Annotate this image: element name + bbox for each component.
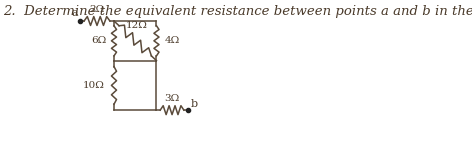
Text: 12Ω: 12Ω: [126, 21, 148, 30]
Text: 10Ω: 10Ω: [83, 81, 105, 90]
Text: 3Ω: 3Ω: [164, 94, 180, 103]
Text: 4Ω: 4Ω: [164, 36, 180, 45]
Text: a: a: [71, 8, 78, 18]
Text: 6Ω: 6Ω: [91, 36, 106, 45]
Text: 2.  Determine the equivalent resistance between points a and b in the circuit be: 2. Determine the equivalent resistance b…: [3, 5, 472, 18]
Text: b: b: [191, 99, 198, 109]
Text: 2Ω: 2Ω: [89, 5, 105, 14]
